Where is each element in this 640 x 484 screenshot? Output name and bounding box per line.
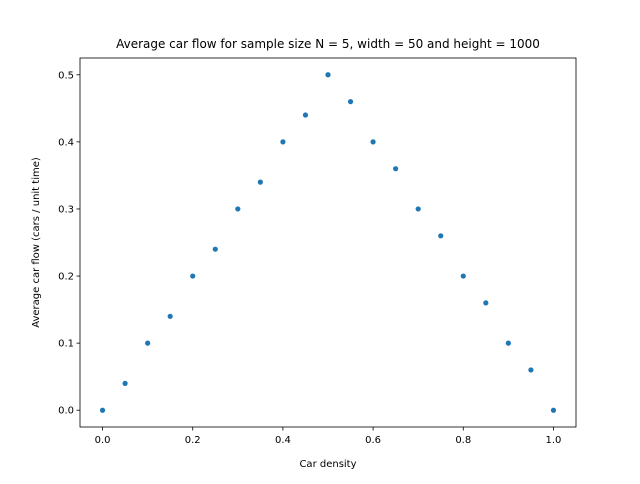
y-tick-label: 0.5 bbox=[58, 70, 74, 81]
data-point bbox=[393, 166, 399, 172]
x-tick-label: 0.0 bbox=[95, 435, 111, 446]
x-tick-label: 0.4 bbox=[275, 435, 291, 446]
data-point bbox=[99, 407, 106, 413]
chart-title: Average car flow for sample size N = 5, … bbox=[116, 37, 540, 51]
data-point bbox=[370, 139, 376, 145]
data-point bbox=[280, 139, 286, 145]
data-point bbox=[528, 367, 534, 373]
data-point bbox=[460, 273, 466, 279]
x-tick-label: 0.6 bbox=[365, 435, 381, 446]
data-point bbox=[302, 112, 309, 118]
data-point bbox=[122, 380, 128, 386]
y-axis-label: Average car flow (cars / unit time) bbox=[31, 157, 42, 328]
y-tick-label: 0.1 bbox=[58, 339, 74, 350]
data-point bbox=[145, 340, 151, 346]
x-axis-label: Car density bbox=[299, 459, 356, 470]
y-tick-label: 0.0 bbox=[58, 406, 74, 417]
axes-frame bbox=[79, 57, 577, 428]
plot-area bbox=[99, 72, 557, 413]
x-tick-label: 0.2 bbox=[185, 435, 201, 446]
data-point bbox=[212, 246, 218, 252]
data-point bbox=[167, 313, 173, 319]
data-point bbox=[505, 340, 511, 346]
x-tick-label: 1.0 bbox=[546, 435, 562, 446]
data-point bbox=[235, 206, 241, 212]
data-point bbox=[190, 273, 196, 279]
y-tick-label: 0.2 bbox=[58, 272, 74, 283]
data-point bbox=[483, 300, 489, 306]
y-tick-label: 0.3 bbox=[58, 204, 74, 215]
data-point bbox=[550, 407, 557, 413]
axis-ticks: 0.0 0.2 0.4 0.6 0.8 1.0 0.0 0.1 0.2 0.3 0.4 0.5 bbox=[58, 70, 561, 446]
data-point bbox=[347, 99, 354, 105]
data-point bbox=[438, 233, 444, 239]
data-point bbox=[325, 72, 331, 78]
data-point bbox=[415, 206, 421, 212]
y-tick-label: 0.4 bbox=[58, 137, 74, 148]
data-point bbox=[257, 179, 263, 185]
x-tick-label: 0.8 bbox=[455, 435, 471, 446]
